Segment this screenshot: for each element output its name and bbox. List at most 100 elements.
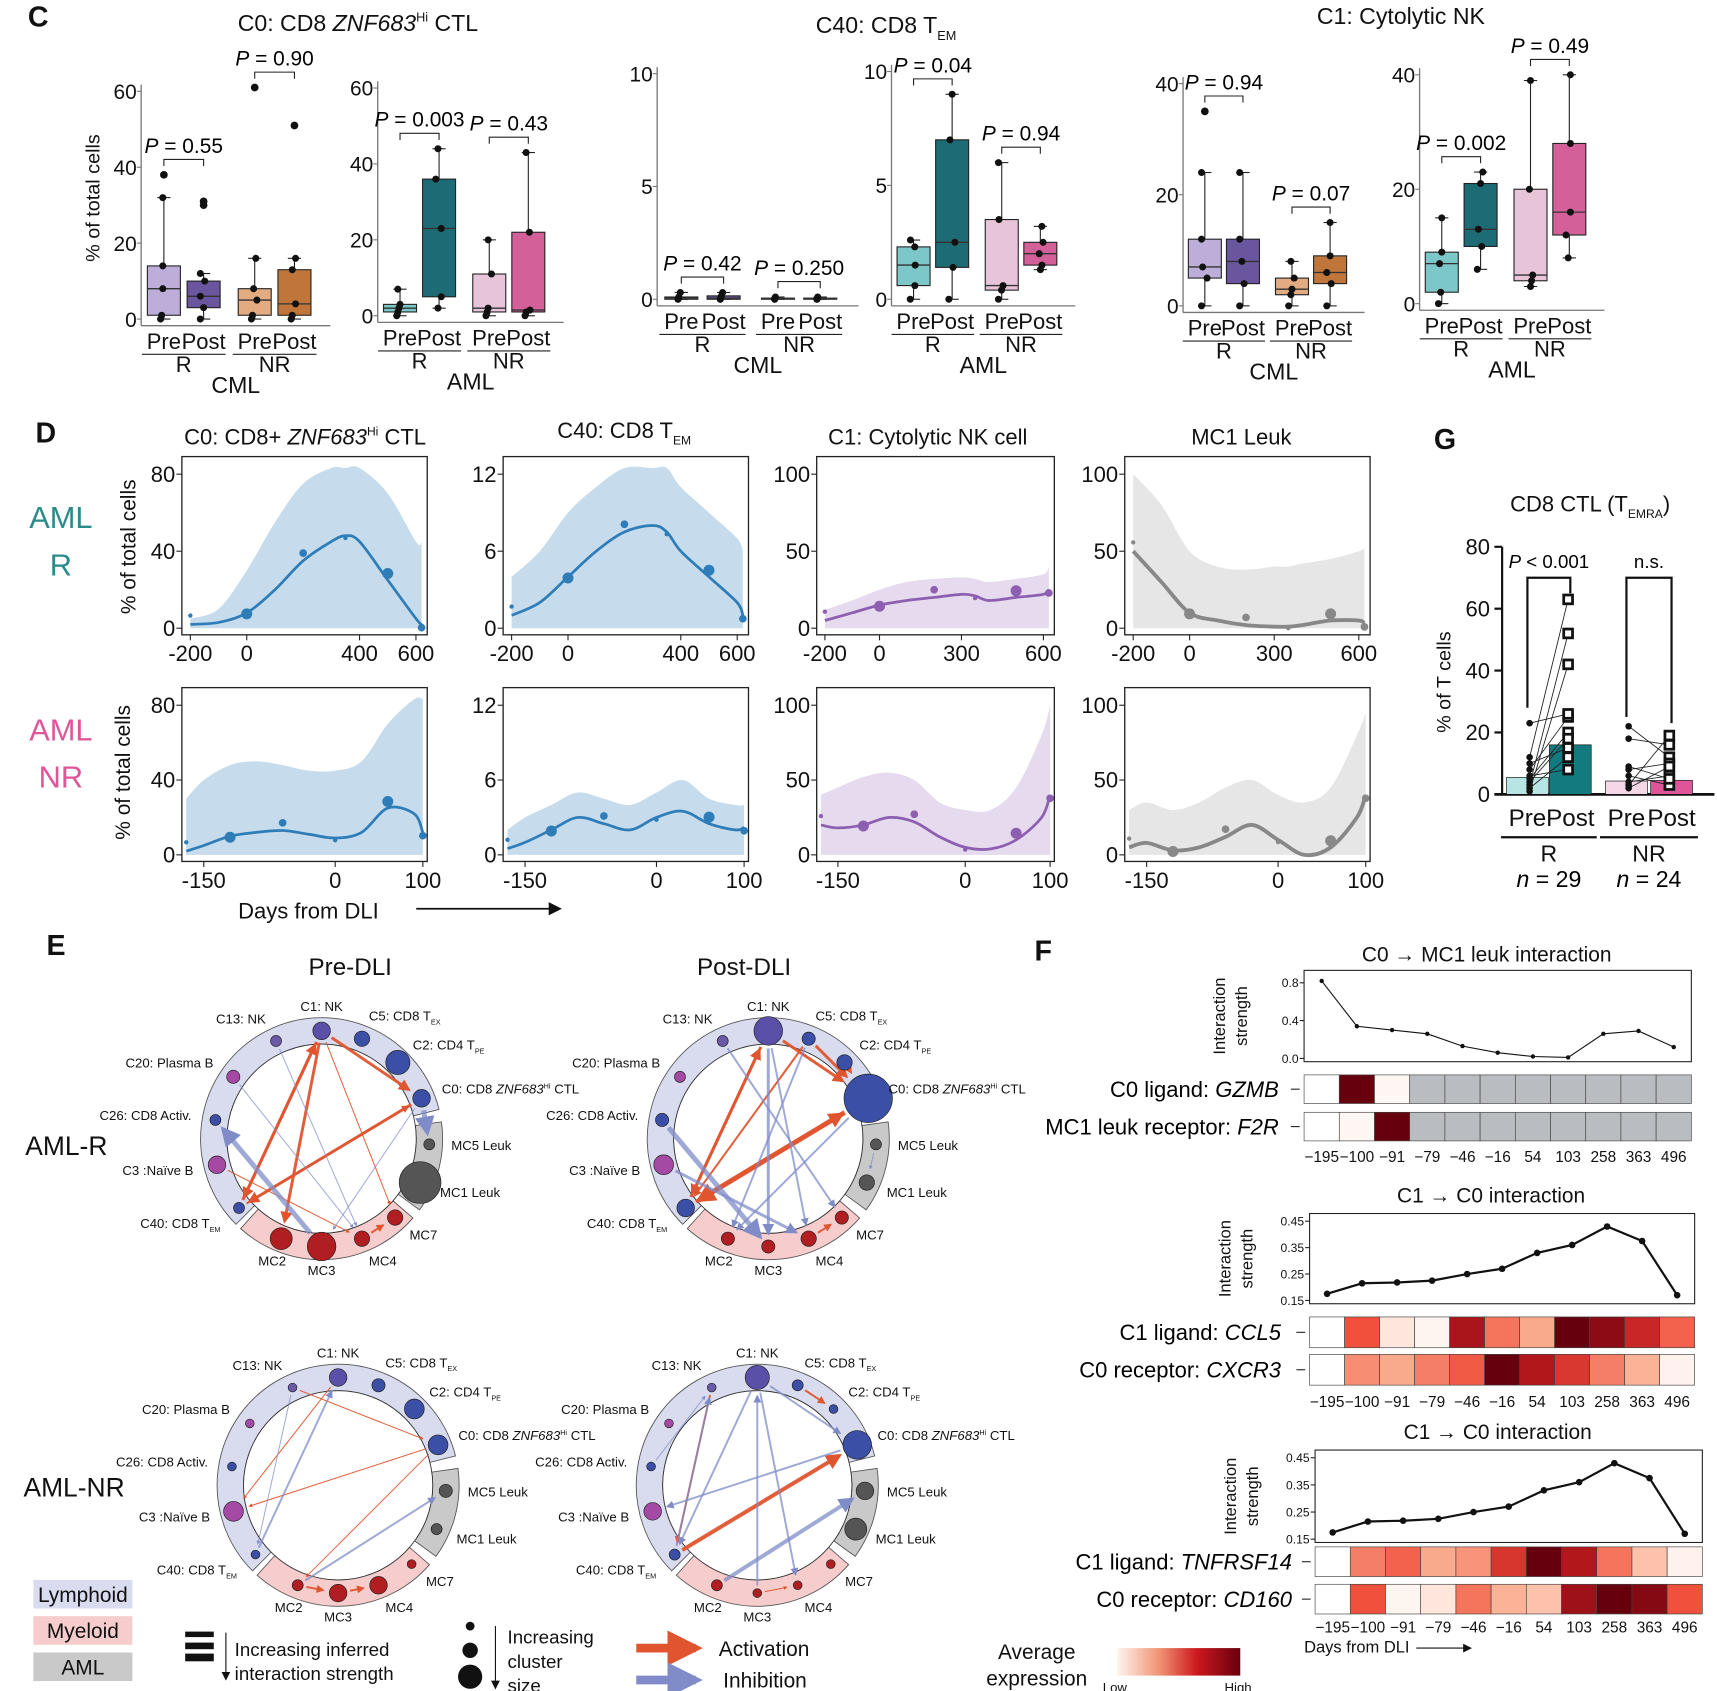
heatmap-cell xyxy=(1309,1316,1345,1349)
gene-name: F2R xyxy=(1237,1114,1279,1139)
box: Post xyxy=(1308,218,1352,341)
text-segment: MC5 Leuk xyxy=(887,1485,948,1500)
activation-edge xyxy=(306,1585,325,1593)
text-segment: MC1 Leuk xyxy=(457,1531,518,1546)
text-segment: C40: CD8 T xyxy=(587,1216,656,1231)
data-point xyxy=(1323,268,1331,277)
paired-sample-line xyxy=(1529,747,1569,764)
data-point xyxy=(1478,242,1486,250)
cluster-label: C3 :Naïve B xyxy=(558,1510,629,1525)
sample-point xyxy=(1526,719,1533,727)
heatmap-cell xyxy=(1620,1111,1657,1142)
p-value: P = 0.55 xyxy=(145,135,223,158)
sample-point xyxy=(1242,613,1250,622)
cluster-label: C13: NK xyxy=(663,1011,713,1026)
heatmap-cell xyxy=(1561,1546,1598,1577)
heatmap-cell xyxy=(1666,1583,1703,1615)
inhibition-edge xyxy=(665,1449,841,1509)
row-label: AML-R xyxy=(25,1131,107,1161)
text-segment: C1: Cytolytic NK cell xyxy=(828,424,1027,449)
data-point xyxy=(1477,179,1485,188)
x-tick-label: Post xyxy=(1459,313,1503,338)
x-tick-label: −100 xyxy=(1345,1394,1380,1411)
data-point xyxy=(1437,288,1445,296)
cluster-label: C13: NK xyxy=(216,1011,266,1026)
sample-point xyxy=(545,825,557,837)
heatmap-cell xyxy=(1409,1074,1446,1104)
inhibition-edge xyxy=(678,1390,752,1546)
activation-edge xyxy=(844,1065,853,1074)
inhibition-edge xyxy=(332,1108,416,1230)
row-label-prefix: MC1 leuk receptor: xyxy=(1045,1114,1237,1139)
activation-edge xyxy=(370,1224,385,1234)
plot-title: CD8 CTL (TEMRA) xyxy=(1510,492,1670,522)
cluster-label: C0: CD8 ZNF683Hi CTL xyxy=(442,1081,579,1096)
cluster-label: C5: CD8 TEX xyxy=(805,1355,877,1373)
cluster-node xyxy=(855,1481,875,1501)
x-tick-label: Pre xyxy=(238,329,272,354)
x-tick-label: Post xyxy=(506,325,550,350)
data-point xyxy=(1203,274,1211,282)
cluster-node xyxy=(269,1227,293,1251)
data-point xyxy=(248,311,257,319)
cluster-node xyxy=(387,1209,404,1226)
data-point xyxy=(200,304,208,312)
p-value: P = 0.42 xyxy=(663,252,741,275)
p-symbol: P xyxy=(894,54,908,77)
cluster-node xyxy=(801,1031,816,1046)
interaction-point xyxy=(1638,1237,1646,1245)
data-point xyxy=(1529,271,1537,279)
data-point xyxy=(1528,277,1536,285)
x-tick-label: 0 xyxy=(873,641,885,666)
heatmap-cell xyxy=(1314,1546,1351,1577)
cluster-label: MC3 xyxy=(308,1263,336,1278)
sample-point xyxy=(1562,732,1574,745)
legend-label: Inhibition xyxy=(723,1670,807,1691)
data-point xyxy=(1198,302,1206,310)
heatmap-row-label: MC1 leuk receptor: F2R xyxy=(1045,1114,1279,1139)
text-segment: C0: CD8 xyxy=(888,1082,942,1097)
cluster-label: MC2 xyxy=(275,1600,303,1615)
data-point xyxy=(814,293,822,301)
y-tick-label: 0 xyxy=(1478,782,1490,807)
plot-title: C1 → C0 interaction xyxy=(1404,1421,1592,1444)
row-label-prefix: C1 ligand: xyxy=(1120,1320,1225,1345)
paired-sample-line xyxy=(1628,766,1670,789)
cluster-label: MC3 xyxy=(754,1263,782,1278)
p-value-text: < 0.001 xyxy=(1521,551,1589,572)
text-segment: C0: CD8+ xyxy=(184,424,287,449)
box: Pre xyxy=(1425,214,1459,338)
sample-point xyxy=(1663,729,1676,742)
inhibition-edge xyxy=(675,1396,712,1547)
inhibition-edge xyxy=(759,1392,799,1576)
timecourse-plot: 0 40 80 -150 0 100 xyxy=(151,686,441,893)
group-label: NR xyxy=(1632,840,1665,866)
y-tick-label: 40 xyxy=(1155,73,1178,96)
interaction-point xyxy=(1463,1270,1471,1278)
p-symbol: P xyxy=(235,48,249,71)
box-iqr xyxy=(186,280,221,309)
x-tick-label: Pre xyxy=(472,325,506,350)
sample-point xyxy=(562,572,574,584)
y-tick-label: 0.45 xyxy=(1286,1451,1310,1465)
heatmap-cell xyxy=(1659,1354,1695,1386)
box: Post xyxy=(1221,168,1265,341)
x-tick-label: 0 xyxy=(241,641,253,666)
heatmap-cell xyxy=(1525,1583,1562,1615)
interaction-point xyxy=(1671,1044,1676,1050)
cell-interaction-network: C1: NK C5: CD8 TEX C2: CD4 TPE C0: CD8 ZNF6… xyxy=(116,1346,596,1625)
cluster-label: MC1 Leuk xyxy=(457,1531,518,1546)
p-value: P = 0.43 xyxy=(470,113,548,136)
trend-line xyxy=(1131,549,1366,629)
interaction-point xyxy=(1673,1291,1681,1299)
text-segment: PE xyxy=(922,1047,932,1056)
text-segment: C5: CD8 T xyxy=(369,1009,431,1024)
sample-point xyxy=(1562,593,1574,606)
cluster-label: MC5 Leuk xyxy=(898,1138,959,1153)
data-point xyxy=(1236,235,1244,243)
cluster-label: C13: NK xyxy=(232,1358,282,1373)
